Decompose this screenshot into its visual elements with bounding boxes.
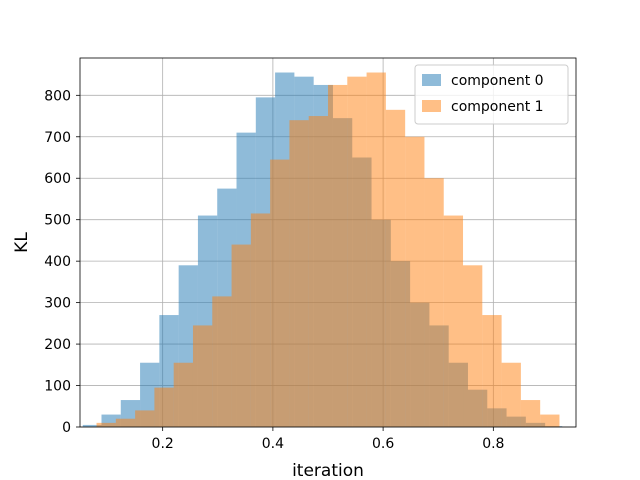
y-tick-label: 400 — [44, 254, 71, 270]
x-tick-label: 0.4 — [262, 436, 284, 452]
histogram-bar — [192, 325, 213, 427]
histogram-bar — [443, 215, 464, 427]
y-tick-label: 300 — [44, 296, 71, 312]
histogram-bar — [347, 76, 367, 428]
histogram-bar — [366, 72, 386, 428]
histogram-bar — [82, 424, 102, 427]
legend-swatch — [422, 100, 441, 112]
y-tick-label: 0 — [62, 420, 71, 436]
histogram-bar — [385, 109, 406, 428]
plot-frame — [79, 57, 577, 428]
y-tick-label: 200 — [44, 337, 71, 353]
histogram-bar — [520, 400, 541, 427]
legend-box — [414, 64, 569, 125]
series-1 — [96, 72, 560, 428]
y-tick-label: 500 — [44, 213, 71, 229]
y-axis-label: KL — [12, 232, 32, 253]
x-tick-label: 0.6 — [372, 436, 394, 452]
legend: component 0 component 1 — [414, 64, 569, 125]
y-axis-ticks: 0 100 200 300 400 500 600 700 800 — [44, 88, 80, 436]
legend-item: component 0 — [422, 73, 544, 89]
legend-item: component 1 — [422, 99, 544, 115]
histogram-bar — [463, 265, 483, 427]
histogram-bar — [270, 159, 290, 427]
histogram-bar — [328, 84, 348, 428]
histogram-bar — [135, 410, 155, 427]
histogram-bar — [96, 422, 116, 427]
y-tick-label: 100 — [44, 379, 71, 395]
histogram-bar — [212, 296, 232, 427]
legend-label: component 1 — [451, 99, 544, 115]
x-tick-label: 0.2 — [152, 436, 174, 452]
histogram-bar — [308, 116, 328, 427]
histogram-bar — [501, 362, 521, 427]
y-tick-label: 800 — [44, 88, 71, 104]
histogram-bar — [482, 315, 502, 427]
x-axis-label: iteration — [292, 461, 364, 480]
histogram-bar — [231, 244, 251, 427]
histogram-bar — [289, 120, 309, 427]
histogram-bar — [424, 178, 444, 427]
x-axis-ticks: 0.2 0.4 0.6 0.8 — [152, 427, 504, 452]
legend-swatch — [422, 74, 441, 86]
y-tick-label: 700 — [44, 130, 71, 146]
histogram-bar — [173, 362, 193, 427]
histogram-bar — [250, 213, 271, 427]
y-tick-label: 600 — [44, 171, 71, 187]
x-tick-label: 0.8 — [482, 436, 504, 452]
histogram-bar — [154, 387, 174, 427]
legend-label: component 0 — [451, 73, 544, 89]
histogram-bar — [540, 414, 560, 427]
histogram-bars — [82, 72, 563, 428]
histogram-bar — [115, 418, 136, 427]
histogram-bar — [405, 136, 425, 428]
